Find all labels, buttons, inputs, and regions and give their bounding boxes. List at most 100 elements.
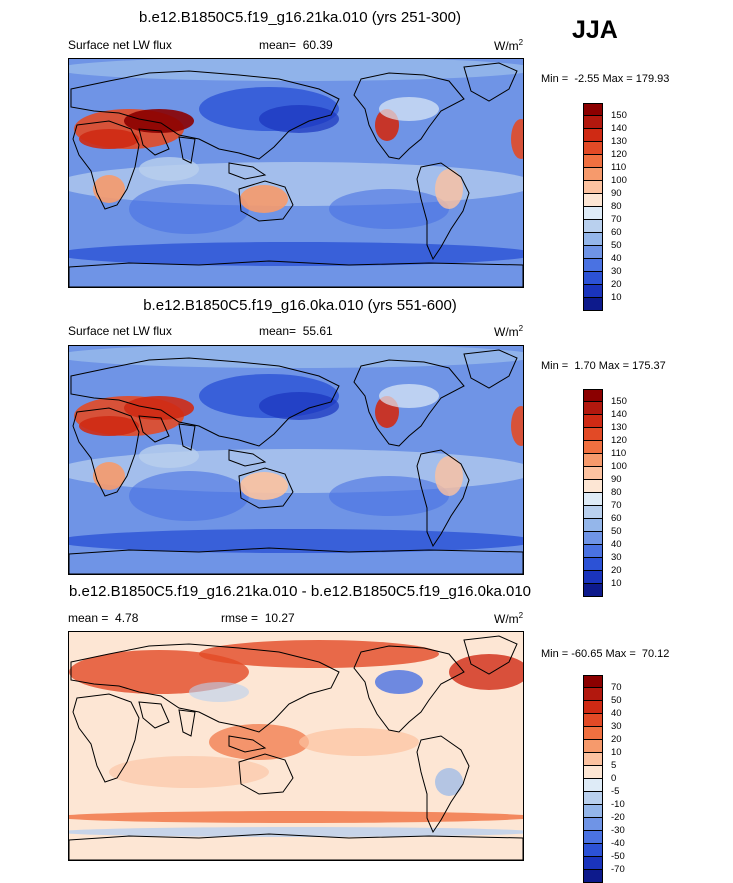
colorbar-tick-label: 40 [611,708,622,719]
coastline [416,735,470,834]
field-blob [511,119,523,159]
colorbar-cell [583,194,603,207]
panel-1-title: b.e12.B1850C5.f19_g16.21ka.010 (yrs 251-… [139,9,461,26]
colorbar-cell [583,857,603,870]
coastline [178,136,196,164]
field-blob [69,529,523,553]
colorbar-cell [583,558,603,571]
colorbar-tick-label: 130 [611,136,627,147]
colorbar-cell [583,402,603,415]
coastline [138,701,170,729]
colorbar-cell [583,714,603,727]
panel-1-colorbar: 150 140 130 120 110 100 90 80 70 60 50 40 30 20 10 [583,103,627,311]
colorbar-tick-label: -30 [611,825,625,836]
colorbar-tick-label: 130 [611,422,627,433]
field-blob [129,471,249,521]
coastline [138,128,170,156]
colorbar-tick-label: 10 [611,747,622,758]
panel-2-minmax: Min = 1.70 Max = 175.37 [541,360,666,372]
panel-2-mean-label: mean= 55.61 [259,324,333,338]
panel-1-variable-label: Surface net LW flux [68,38,172,52]
field-blob [124,109,194,133]
panel-3-units: W/m2 [494,611,524,626]
colorbar-cell [583,441,603,454]
colorbar-cell [583,142,603,155]
field-blob [435,169,463,209]
coastline [69,547,523,574]
coastline [238,180,294,222]
field-blob [511,406,523,446]
colorbar-tick-label: 10 [611,578,622,589]
colorbar-cell [583,246,603,259]
coastline [178,709,196,737]
colorbar-tick-label: -5 [611,786,620,797]
coastline [238,467,294,509]
colorbar-cell [583,155,603,168]
colorbar-tick-label: 140 [611,409,627,420]
colorbar-tick-label: 80 [611,201,622,212]
colorbar-cell [583,233,603,246]
panel-2-title: b.e12.B1850C5.f19_g16.0ka.010 (yrs 551-6… [143,297,457,314]
colorbar-tick-label: 100 [611,175,627,186]
field-blob [69,242,523,266]
field-blob [109,756,269,788]
panel-3-mean-label: mean = 4.78 [68,611,139,625]
colorbar-cell [583,818,603,831]
panel-1-mean-label: mean= 60.39 [259,38,333,52]
colorbar-tick-label: 50 [611,695,622,706]
colorbar-cell [583,298,603,311]
colorbar-tick-label: 110 [611,448,627,459]
colorbar-cell [583,519,603,532]
colorbar-tick-label: -20 [611,812,625,823]
colorbar-cell [583,545,603,558]
colorbar-tick-label: 60 [611,227,622,238]
field-blob [299,728,419,756]
panel-3-title: b.e12.B1850C5.f19_g16.21ka.010 - b.e12.B… [68,583,532,600]
colorbar-tick-label: 150 [611,396,627,407]
colorbar-tick-label: 30 [611,266,622,277]
field-blob [69,811,523,823]
field-blob [139,444,199,468]
colorbar-tick-label: 70 [611,500,622,511]
field-blob [259,392,339,420]
colorbar-tick-label: 60 [611,513,622,524]
colorbar-cell [583,805,603,818]
coastline [463,349,518,389]
map-svg [69,59,523,287]
coastline [72,120,140,210]
colorbar-cell [583,701,603,714]
colorbar-tick-label: 10 [611,292,622,303]
field-blob [69,827,523,837]
colorbar-tick-label: -40 [611,838,625,849]
coastline [178,423,196,451]
field-blob [139,157,199,181]
colorbar-cell [583,870,603,883]
colorbar-cell [583,571,603,584]
field-blob [189,682,249,702]
coastline [416,449,470,548]
field-blob [375,670,423,694]
colorbar-tick-label: 80 [611,487,622,498]
season-label: JJA [572,16,618,44]
panel-3-map [68,631,524,861]
field-blob [329,189,449,229]
field-blob [124,396,194,420]
colorbar-cell [583,831,603,844]
colorbar-cell [583,493,603,506]
coastline [238,753,294,795]
colorbar-tick-label: 50 [611,526,622,537]
field-blob [69,59,523,81]
field-blob [435,456,463,496]
colorbar-cell [583,181,603,194]
colorbar-tick-label: 50 [611,240,622,251]
coastline [69,260,523,287]
panel-2-map [68,345,524,575]
colorbar-tick-label: 120 [611,149,627,160]
field-blob [209,724,309,760]
panel-2-colorbar: 150 140 130 120 110 100 90 80 70 60 50 40 30 20 10 [583,389,627,597]
colorbar-tick-label: 5 [611,760,617,771]
colorbar-tick-label: 70 [611,214,622,225]
colorbar-cell [583,532,603,545]
field-blob [79,129,139,149]
colorbar-cell [583,428,603,441]
